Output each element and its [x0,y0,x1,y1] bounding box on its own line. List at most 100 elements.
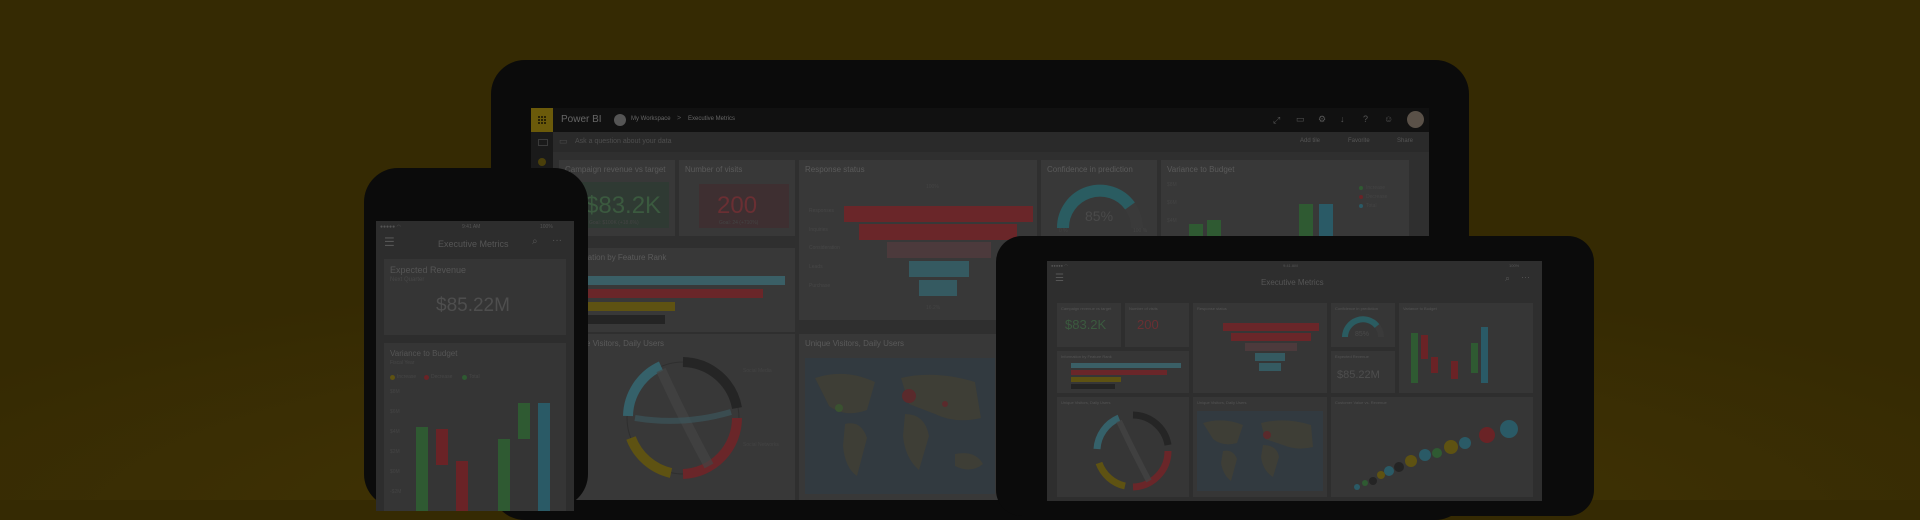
funnel-bar [1245,343,1297,351]
tile-title: Campaign revenue vs target [1061,306,1112,311]
y-tick: -$2M [390,489,402,495]
tile-map[interactable]: Unique Visitors, Daily Users [1193,397,1327,497]
breadcrumb-workspace[interactable]: My Workspace [631,116,671,122]
tile-customer[interactable]: Customer Value vs. Revenue [1331,397,1533,497]
search-icon[interactable]: ⌕ [532,236,538,247]
hamburger-menu-icon[interactable]: ☰ [384,235,395,249]
qa-icon: ▭ [559,136,568,146]
more-icon[interactable]: ··· [1521,272,1530,282]
tile-title: Unique Visitors, Daily Users [805,339,904,348]
waterfall-bar [1299,204,1313,244]
y-tick: $8M [1167,182,1177,188]
more-icon[interactable]: ··· [552,235,562,246]
expand-icon[interactable]: ⤢ [1273,115,1281,125]
tile-title: Unique Visitors, Daily Users [1061,400,1111,405]
avatar[interactable] [614,114,626,126]
card-title: Variance to Budget [390,349,458,358]
legend-decrease-dot [424,375,429,380]
variance-card[interactable]: Variance to Budget Fiscal Year Increase … [384,343,566,511]
world-map [805,358,995,494]
tile-expected[interactable]: Expected Revenue $85.22M [1331,351,1395,393]
share-button[interactable]: Share [1397,138,1414,144]
feature-bar [585,315,665,324]
funnel-bar [1255,353,1285,361]
waterfall-bar [518,403,530,439]
tile-value: 200 [717,192,758,219]
phone-title: Executive Metrics [438,239,509,249]
legend-total-dot [1359,204,1363,208]
qa-input[interactable]: Ask a question about your data [575,138,672,145]
tile-visits[interactable]: Number of visits 200 Goal: 24 (+710%) [679,160,795,236]
feature-bar [1071,377,1121,382]
gauge-value: 85% [1355,331,1370,338]
download-icon[interactable]: ↓ [1340,114,1345,124]
funnel-bar [887,242,991,258]
settings-icon[interactable]: ⚙ [1318,114,1327,124]
chord-chart [623,357,742,479]
waterfall-bar [456,461,468,511]
tile-title: Campaign revenue vs target [565,165,666,174]
nav-home-icon[interactable] [538,139,548,146]
tile-response[interactable]: Response status [1193,303,1327,393]
top-bar: Power BI My Workspace > Executive Metric… [531,108,1429,132]
feature-bar [585,289,763,298]
tile-feature-rank[interactable]: Information by Feature Rank [1057,351,1189,393]
tile-title: Unique Visitors, Daily Users [1197,400,1247,405]
hamburger-menu-icon[interactable]: ☰ [1055,273,1064,284]
tile-map[interactable]: Unique Visitors, Daily Users [799,334,999,500]
waterfall-bar [498,439,510,511]
legend-decrease-label: Decrease [431,374,453,380]
tile-visits[interactable]: Number of visits 200 [1125,303,1189,347]
tile-feature-rank[interactable]: Information by Feature Rank [559,248,795,332]
tile-value: $83.2K [585,192,662,219]
tile-visitors[interactable]: Unique Visitors, Daily Users Referrals S… [559,334,795,500]
feature-bar [1071,370,1167,375]
funnel-bar [859,224,1017,240]
tile-title: Information by Feature Rank [565,253,667,262]
waterfall-bar [1471,343,1478,373]
nav-favorites-icon[interactable] [538,158,546,166]
tile-title: Number of visits [1129,306,1158,311]
legend-total-label: Total [1366,203,1377,209]
y-tick: $8M [390,389,400,395]
chord-label: Social Media [743,368,772,374]
y-tick: $6M [1167,200,1177,206]
tile-confidence[interactable]: Confidence in prediction 85% [1331,303,1395,347]
funnel-stage-label: Consideration [809,245,840,251]
tile-title: Variance to Budget [1403,306,1437,311]
add-tile-button[interactable]: Add tile [1300,138,1321,144]
user-avatar[interactable] [1407,111,1424,128]
breadcrumb-separator: > [677,115,682,122]
tile-value: $85.22M [1337,369,1380,381]
waterfall-bar [1451,361,1458,379]
legend-decrease-label: Decrease [1366,194,1388,200]
waterfall-bar [416,427,428,511]
expected-revenue-card[interactable]: Expected Revenue Next Quarter $85.22M [384,259,566,335]
waterfall-bar [1421,335,1428,359]
feedback-icon[interactable]: ☺ [1384,114,1394,124]
legend-increase-label: Increase [397,374,417,380]
tile-title: Variance to Budget [1167,165,1235,174]
funnel-bar [919,280,957,296]
favorite-button[interactable]: Favorite [1348,138,1370,144]
help-icon[interactable]: ? [1363,114,1369,124]
tile-confidence[interactable]: Confidence in prediction 85% 0 % 100 % [1041,160,1157,236]
funnel-stage-label: Purchase [809,283,831,289]
tile-campaign[interactable]: Campaign revenue vs target $83.2K [1057,303,1121,347]
qa-bar[interactable]: ▭ Ask a question about your data Add til… [553,132,1429,152]
tile-variance[interactable]: Variance to Budget $8M $6M $4M Increase … [1161,160,1409,244]
funnel-bar [1259,363,1281,371]
tile-title: Number of visits [685,165,743,174]
funnel-bar [909,261,969,277]
app-launcher-icon[interactable] [531,108,553,132]
status-signal: ●●●●● ◠ [1051,263,1068,268]
card-value: $85.22M [436,295,510,316]
tile-visitors[interactable]: Unique Visitors, Daily Users [1057,397,1189,497]
monitor-icon[interactable]: ▭ [1296,114,1305,124]
chord-chart [1093,411,1172,491]
search-icon[interactable]: ⌕ [1505,273,1511,283]
tile-value: 200 [1137,317,1159,332]
tile-variance[interactable]: Variance to Budget [1399,303,1533,393]
tile-title: Confidence in prediction [1335,306,1378,311]
breadcrumb-page[interactable]: Executive Metrics [688,116,736,122]
